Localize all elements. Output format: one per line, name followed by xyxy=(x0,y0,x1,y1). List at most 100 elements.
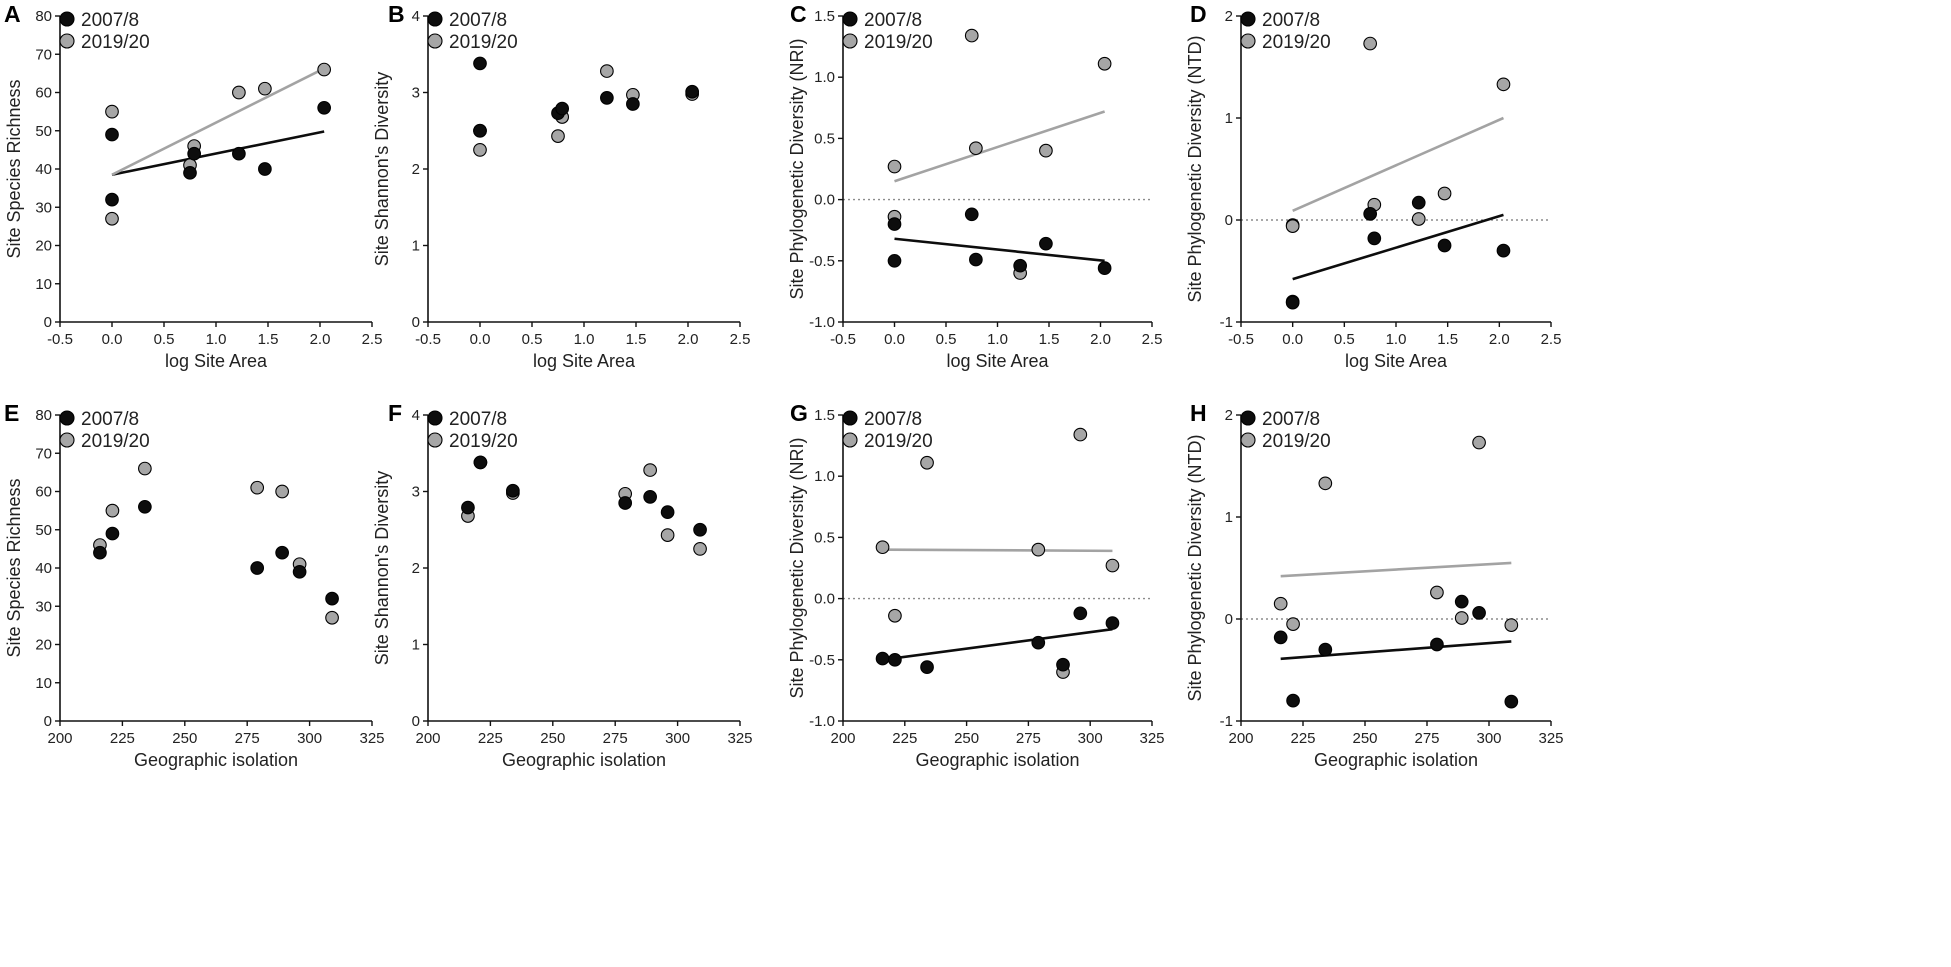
data-point-2007 xyxy=(875,651,890,666)
legend-label-2019: 2019/20 xyxy=(81,431,150,452)
data-point-2019 xyxy=(1437,186,1452,201)
y-tick-label: 1 xyxy=(1225,110,1233,127)
panel-letter: E xyxy=(4,400,19,426)
legend-marker-2007 xyxy=(1240,11,1256,27)
x-tick-label: 1.0 xyxy=(574,331,595,348)
data-point-2007 xyxy=(1073,606,1088,621)
y-tick-label: 4 xyxy=(412,407,420,424)
x-tick-label: 300 xyxy=(297,730,322,747)
y-tick-label: 50 xyxy=(35,123,52,140)
y-axis-title: Site Phylogenetic Diversity (NTD) xyxy=(1185,434,1205,701)
data-point-2007 xyxy=(138,499,152,514)
legend-label-2007: 2007/8 xyxy=(1262,409,1320,430)
y-tick-label: 4 xyxy=(412,8,420,25)
data-point-2007 xyxy=(93,545,107,560)
data-point-2007 xyxy=(1454,594,1469,609)
data-point-2019 xyxy=(250,480,265,495)
data-point-2007 xyxy=(920,660,934,674)
y-tick-label: 60 xyxy=(35,85,52,102)
data-point-2007 xyxy=(1273,630,1288,645)
x-axis-title: Geographic isolation xyxy=(134,750,298,770)
y-tick-label: -1 xyxy=(1220,314,1233,331)
y-tick-label: 0 xyxy=(412,713,420,730)
x-tick-label: 200 xyxy=(47,730,72,747)
data-point-2007 xyxy=(600,91,614,105)
y-tick-label: 0 xyxy=(1225,212,1233,229)
x-tick-label: 0.0 xyxy=(470,331,491,348)
y-tick-label: 0.0 xyxy=(814,192,835,209)
x-tick-label: 275 xyxy=(603,730,628,747)
y-axis-title: Site Phylogenetic Diversity (NRI) xyxy=(787,38,807,299)
x-tick-label: 200 xyxy=(1228,730,1253,747)
panel-h: H -1 0 1 2 200 225 250 275 300 325 Geographic isola… xyxy=(1185,400,1564,770)
data-point-2007 xyxy=(473,455,488,470)
legend-label-2007: 2007/8 xyxy=(81,10,139,31)
x-tick-label: 0.0 xyxy=(884,331,905,348)
y-tick-label: -1.0 xyxy=(809,713,835,730)
data-point-2019 xyxy=(232,85,246,100)
panel-e: E 0 10 20 30 40 50 60 70 80 200 225 250 275 300 325 Geog… xyxy=(4,400,385,770)
fit-line-2007 xyxy=(894,237,1105,263)
data-point-2019 xyxy=(969,141,983,156)
data-point-2007 xyxy=(1504,694,1519,709)
data-point-2007 xyxy=(1105,616,1120,630)
data-point-2007 xyxy=(1318,642,1333,657)
panel-letter: D xyxy=(1190,1,1207,27)
data-point-2019 xyxy=(105,503,120,518)
data-point-2007 xyxy=(685,84,700,99)
data-point-2007 xyxy=(1363,207,1378,221)
x-tick-label: 2.0 xyxy=(1090,331,1111,348)
data-point-2007 xyxy=(1496,243,1511,258)
panel-letter: B xyxy=(388,1,405,27)
data-point-2007 xyxy=(1097,261,1112,275)
y-axis-title: Site Shannon's Diversity xyxy=(372,72,392,267)
legend-marker-2019 xyxy=(59,33,75,49)
x-tick-label: 250 xyxy=(540,730,565,747)
y-tick-label: 0.5 xyxy=(814,529,835,546)
panel-d: D -1 0 1 2 -0.5 0.0 0.5 1.0 1.5 2.0 2.5 log Site Are… xyxy=(1185,1,1561,371)
panel-letter: H xyxy=(1190,400,1207,426)
data-point-2019 xyxy=(1105,558,1120,573)
data-point-2019 xyxy=(473,143,487,157)
data-point-2007 xyxy=(643,490,657,504)
panel-a: A 0 10 20 30 40 50 60 70 80 -0.5 0.0 0.5 1.0 1.5 2.0 2.5… xyxy=(4,1,382,371)
x-tick-label: 325 xyxy=(727,730,752,747)
x-axis-title: Geographic isolation xyxy=(915,750,1079,770)
panel-f: F 0 1 2 3 4 200 225 250 275 300 325 Geographic isola… xyxy=(372,400,753,770)
x-tick-label: 1.5 xyxy=(1437,331,1458,348)
panel-c: C-1.0-0.50.00.51.01.5-0.5 0.0 0.5 1.0 1.5 2.0… xyxy=(787,1,1162,371)
data-point-2007 xyxy=(275,545,289,560)
fit-line-2019 xyxy=(111,67,325,176)
x-tick-label: 1.0 xyxy=(206,331,227,348)
data-point-2007 xyxy=(105,526,120,541)
x-tick-label: 325 xyxy=(1538,730,1563,747)
data-point-2019 xyxy=(875,540,890,555)
fit-line-2019 xyxy=(1280,561,1512,578)
y-tick-label: 1.5 xyxy=(814,8,835,25)
legend-marker-2019 xyxy=(1240,432,1256,448)
x-tick-label: 250 xyxy=(1352,730,1377,747)
legend-marker-2007 xyxy=(842,410,858,426)
data-point-2007 xyxy=(660,505,675,520)
y-axis-title: Site Species Richness xyxy=(4,478,24,657)
y-tick-label: 1.5 xyxy=(814,407,835,424)
y-tick-label: 70 xyxy=(35,46,52,63)
legend-marker-2007 xyxy=(1240,410,1256,426)
x-tick-label: 200 xyxy=(830,730,855,747)
data-point-2007 xyxy=(1367,231,1382,246)
x-tick-label: 0.5 xyxy=(522,331,543,348)
legend-marker-2019 xyxy=(59,432,75,448)
x-tick-label: 200 xyxy=(415,730,440,747)
legend-label-2019: 2019/20 xyxy=(449,431,518,452)
data-point-2019 xyxy=(275,484,289,499)
x-tick-label: 250 xyxy=(954,730,979,747)
legend-label-2019: 2019/20 xyxy=(1262,431,1331,452)
x-tick-label: 300 xyxy=(1476,730,1501,747)
y-tick-label: 2 xyxy=(1225,407,1233,424)
x-tick-label: 275 xyxy=(1016,730,1041,747)
data-point-2007 xyxy=(887,217,902,231)
data-point-2019 xyxy=(317,62,332,77)
data-point-2007 xyxy=(964,207,979,222)
data-point-2019 xyxy=(1097,56,1112,71)
data-point-2007 xyxy=(292,564,307,579)
